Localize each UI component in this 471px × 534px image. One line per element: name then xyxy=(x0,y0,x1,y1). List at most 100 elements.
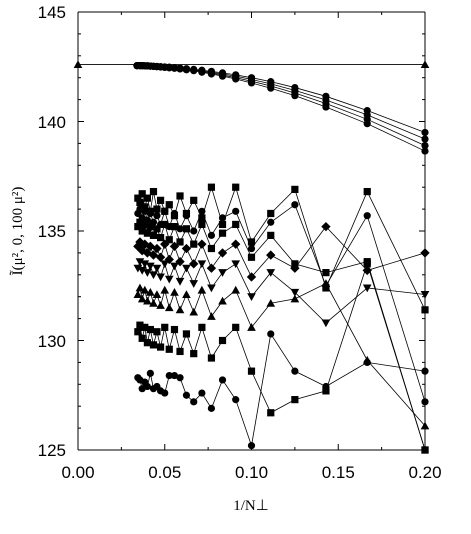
data-point-square xyxy=(138,190,146,198)
data-point-circle xyxy=(182,391,191,399)
data-point-triangle-down xyxy=(362,284,372,293)
data-point-square xyxy=(291,396,299,404)
data-point-circle xyxy=(146,209,154,218)
data-point-diamond xyxy=(135,237,145,247)
x-axis-title: 1/N⊥ xyxy=(233,498,269,514)
x-tick-label-0-05: 0.05 xyxy=(148,463,181,482)
data-point-square xyxy=(149,187,158,196)
data-point-triangle-up xyxy=(247,323,256,331)
data-point-circle xyxy=(190,398,198,406)
data-point-square xyxy=(421,306,429,314)
data-point-diamond xyxy=(133,241,143,252)
data-point-square xyxy=(267,409,275,417)
data-point-square xyxy=(247,253,256,261)
series-line xyxy=(137,262,426,451)
data-point-triangle-up xyxy=(146,288,155,296)
data-point-square xyxy=(363,260,371,268)
data-point-circle xyxy=(141,207,149,215)
data-point-square xyxy=(143,229,151,237)
data-point-circle xyxy=(165,64,173,72)
data-point-circle xyxy=(190,227,198,235)
data-point-square xyxy=(153,205,161,213)
data-point-square xyxy=(267,209,275,218)
data-point-square xyxy=(232,323,240,331)
data-point-triangle-down xyxy=(231,260,241,269)
data-point-square xyxy=(161,220,169,229)
data-point-square xyxy=(198,220,206,229)
data-point-circle xyxy=(165,371,173,380)
series-10 xyxy=(134,260,429,454)
data-point-circle xyxy=(322,382,330,391)
x-tick-label-0-00: 0.00 xyxy=(61,463,94,482)
data-point-triangle-up xyxy=(152,290,162,298)
data-point-triangle-up xyxy=(133,290,143,298)
data-point-circle xyxy=(247,442,256,450)
data-point-circle xyxy=(176,374,184,382)
data-point-circle xyxy=(247,79,256,87)
data-point-triangle-up xyxy=(197,285,207,294)
data-point-square xyxy=(161,323,169,331)
y-tick-label-130: 130 xyxy=(38,332,66,351)
data-point-square xyxy=(182,225,191,233)
data-point-circle xyxy=(247,244,256,253)
data-point-circle xyxy=(207,404,216,412)
data-point-circle xyxy=(421,141,429,150)
data-point-triangle-down xyxy=(164,275,174,284)
data-point-diamond xyxy=(175,256,185,267)
data-point-circle xyxy=(176,65,184,73)
data-point-circle xyxy=(207,231,216,239)
series-7 xyxy=(133,221,430,282)
data-point-square xyxy=(291,185,299,193)
data-point-triangle-up xyxy=(143,296,152,305)
data-point-square xyxy=(141,203,149,211)
data-point-circle xyxy=(421,398,429,406)
data-point-diamond xyxy=(321,221,331,232)
series-line xyxy=(136,65,426,140)
data-point-square xyxy=(322,387,330,395)
series-line xyxy=(137,260,426,324)
data-point-triangle-up xyxy=(290,294,300,303)
y-tick-label-125: 125 xyxy=(38,441,66,460)
data-point-circle xyxy=(170,64,179,72)
data-point-triangle-up xyxy=(218,296,227,305)
data-point-circle xyxy=(170,209,179,218)
data-point-circle xyxy=(153,212,161,220)
data-point-diamond xyxy=(152,243,162,254)
data-point-triangle-down xyxy=(182,264,191,273)
data-point-diamond xyxy=(246,272,257,282)
data-point-triangle-down xyxy=(149,271,158,280)
data-point-circle xyxy=(291,92,299,100)
data-point-square xyxy=(207,183,216,191)
data-point-triangle-up xyxy=(140,285,150,294)
x-tick-label-0-15: 0.15 xyxy=(322,463,355,482)
data-point-triangle-up xyxy=(164,303,174,312)
data-point-diamond xyxy=(169,241,180,252)
data-point-circle xyxy=(232,75,240,83)
data-point-triangle-down xyxy=(207,284,216,293)
data-point-diamond xyxy=(290,263,300,273)
data-point-diamond xyxy=(362,265,372,276)
data-point-square xyxy=(136,218,144,226)
data-point-triangle-down xyxy=(152,264,162,273)
data-point-square xyxy=(190,350,198,358)
data-point-square xyxy=(156,196,165,204)
data-point-circle xyxy=(291,367,299,375)
data-point-circle xyxy=(322,103,330,111)
series-1 xyxy=(133,62,429,143)
data-point-square xyxy=(149,341,158,349)
series-group xyxy=(133,62,430,454)
data-point-square xyxy=(134,194,142,202)
data-point-square xyxy=(218,336,227,345)
data-point-square xyxy=(153,328,161,336)
data-point-triangle-down xyxy=(137,266,147,275)
data-point-square xyxy=(190,240,198,248)
x-tick-label-0-20: 0.20 xyxy=(408,463,441,482)
series-line xyxy=(137,225,426,278)
data-point-circle xyxy=(182,66,191,74)
data-point-square xyxy=(170,223,179,231)
data-point-square xyxy=(198,214,206,222)
x-tick-label-0-10: 0.10 xyxy=(235,463,268,482)
data-point-square xyxy=(198,323,206,331)
data-point-triangle-up xyxy=(137,294,147,303)
data-point-triangle-up xyxy=(207,312,216,320)
